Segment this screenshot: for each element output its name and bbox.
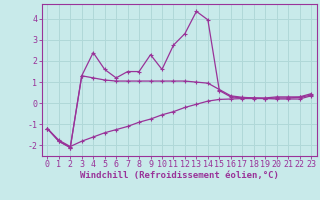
X-axis label: Windchill (Refroidissement éolien,°C): Windchill (Refroidissement éolien,°C) [80, 171, 279, 180]
